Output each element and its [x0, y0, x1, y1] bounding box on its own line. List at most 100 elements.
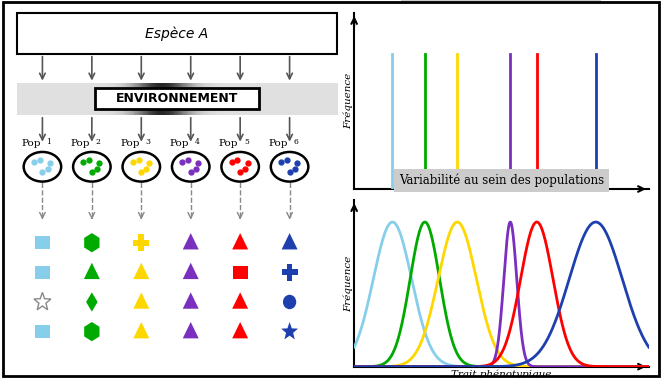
Bar	[103, 84, 106, 115]
Bar	[246, 84, 248, 115]
Bar	[31, 84, 34, 115]
Bar	[35, 237, 50, 249]
Polygon shape	[183, 263, 199, 279]
Bar	[207, 84, 210, 115]
Bar	[175, 84, 178, 115]
Bar	[87, 84, 89, 115]
Bar	[44, 84, 46, 115]
Bar	[124, 84, 126, 115]
Bar	[145, 84, 148, 115]
Bar	[129, 84, 131, 115]
Bar	[83, 84, 85, 115]
Bar	[193, 84, 195, 115]
Y-axis label: Fréquence: Fréquence	[344, 256, 353, 311]
Bar	[57, 84, 59, 115]
Bar	[259, 84, 261, 115]
Bar	[38, 84, 40, 115]
Bar	[228, 84, 230, 115]
Bar	[199, 84, 202, 115]
Bar	[134, 84, 136, 115]
Bar	[267, 84, 269, 115]
Bar	[115, 84, 117, 115]
Bar	[161, 84, 164, 115]
Bar	[28, 84, 30, 115]
Polygon shape	[232, 233, 248, 249]
Text: 6: 6	[294, 138, 299, 146]
Bar	[97, 84, 99, 115]
Bar	[153, 84, 156, 115]
Bar	[119, 84, 122, 115]
Bar	[56, 84, 58, 115]
Bar	[99, 84, 101, 115]
Bar	[155, 84, 157, 115]
Polygon shape	[84, 322, 99, 341]
Bar	[286, 84, 289, 115]
Bar	[20, 84, 23, 115]
Bar	[312, 84, 314, 115]
Bar	[52, 84, 54, 115]
Bar	[76, 84, 78, 115]
Text: 1: 1	[46, 138, 52, 146]
Bar	[195, 84, 197, 115]
Bar	[296, 84, 298, 115]
Bar	[73, 84, 75, 115]
Bar	[265, 84, 267, 115]
Bar	[318, 84, 320, 115]
Bar	[220, 84, 222, 115]
Bar	[254, 84, 256, 115]
Bar	[289, 84, 291, 115]
Bar	[294, 84, 297, 115]
Bar	[324, 84, 327, 115]
Ellipse shape	[122, 152, 160, 181]
Bar	[136, 84, 138, 115]
Bar	[307, 84, 309, 115]
Bar	[321, 84, 324, 115]
Bar	[30, 84, 32, 115]
Bar	[152, 84, 154, 115]
Polygon shape	[86, 292, 97, 311]
Bar	[320, 84, 322, 115]
Bar	[132, 84, 134, 115]
Bar	[205, 84, 207, 115]
Bar	[218, 84, 221, 115]
Bar	[107, 84, 109, 115]
Bar	[185, 84, 187, 115]
Bar	[198, 84, 200, 115]
Bar	[17, 13, 338, 54]
Bar	[252, 84, 255, 115]
Bar	[137, 84, 139, 115]
Bar	[86, 84, 88, 115]
Bar	[258, 84, 260, 115]
Text: 4: 4	[195, 138, 200, 146]
Bar	[187, 84, 189, 115]
Bar	[251, 84, 253, 115]
Bar	[197, 84, 199, 115]
Bar	[323, 84, 325, 115]
Polygon shape	[84, 233, 99, 253]
Bar	[225, 84, 228, 115]
Bar	[144, 84, 146, 115]
Bar	[271, 84, 274, 115]
Bar	[336, 84, 338, 115]
Bar	[171, 84, 173, 115]
Bar	[308, 84, 310, 115]
Bar	[164, 84, 167, 115]
Polygon shape	[34, 292, 51, 310]
Text: 3: 3	[146, 138, 150, 146]
Bar	[84, 84, 87, 115]
Bar	[279, 84, 282, 115]
Bar	[277, 84, 279, 115]
Bar	[262, 84, 264, 115]
Ellipse shape	[73, 152, 111, 181]
Bar	[304, 84, 306, 115]
Bar	[334, 84, 336, 115]
Bar	[113, 84, 115, 115]
Bar	[62, 84, 64, 115]
Bar	[89, 84, 91, 115]
Bar	[268, 84, 271, 115]
Bar	[299, 84, 301, 115]
Bar	[33, 84, 35, 115]
Bar	[105, 84, 107, 115]
Bar	[332, 84, 335, 115]
Bar	[158, 84, 160, 115]
